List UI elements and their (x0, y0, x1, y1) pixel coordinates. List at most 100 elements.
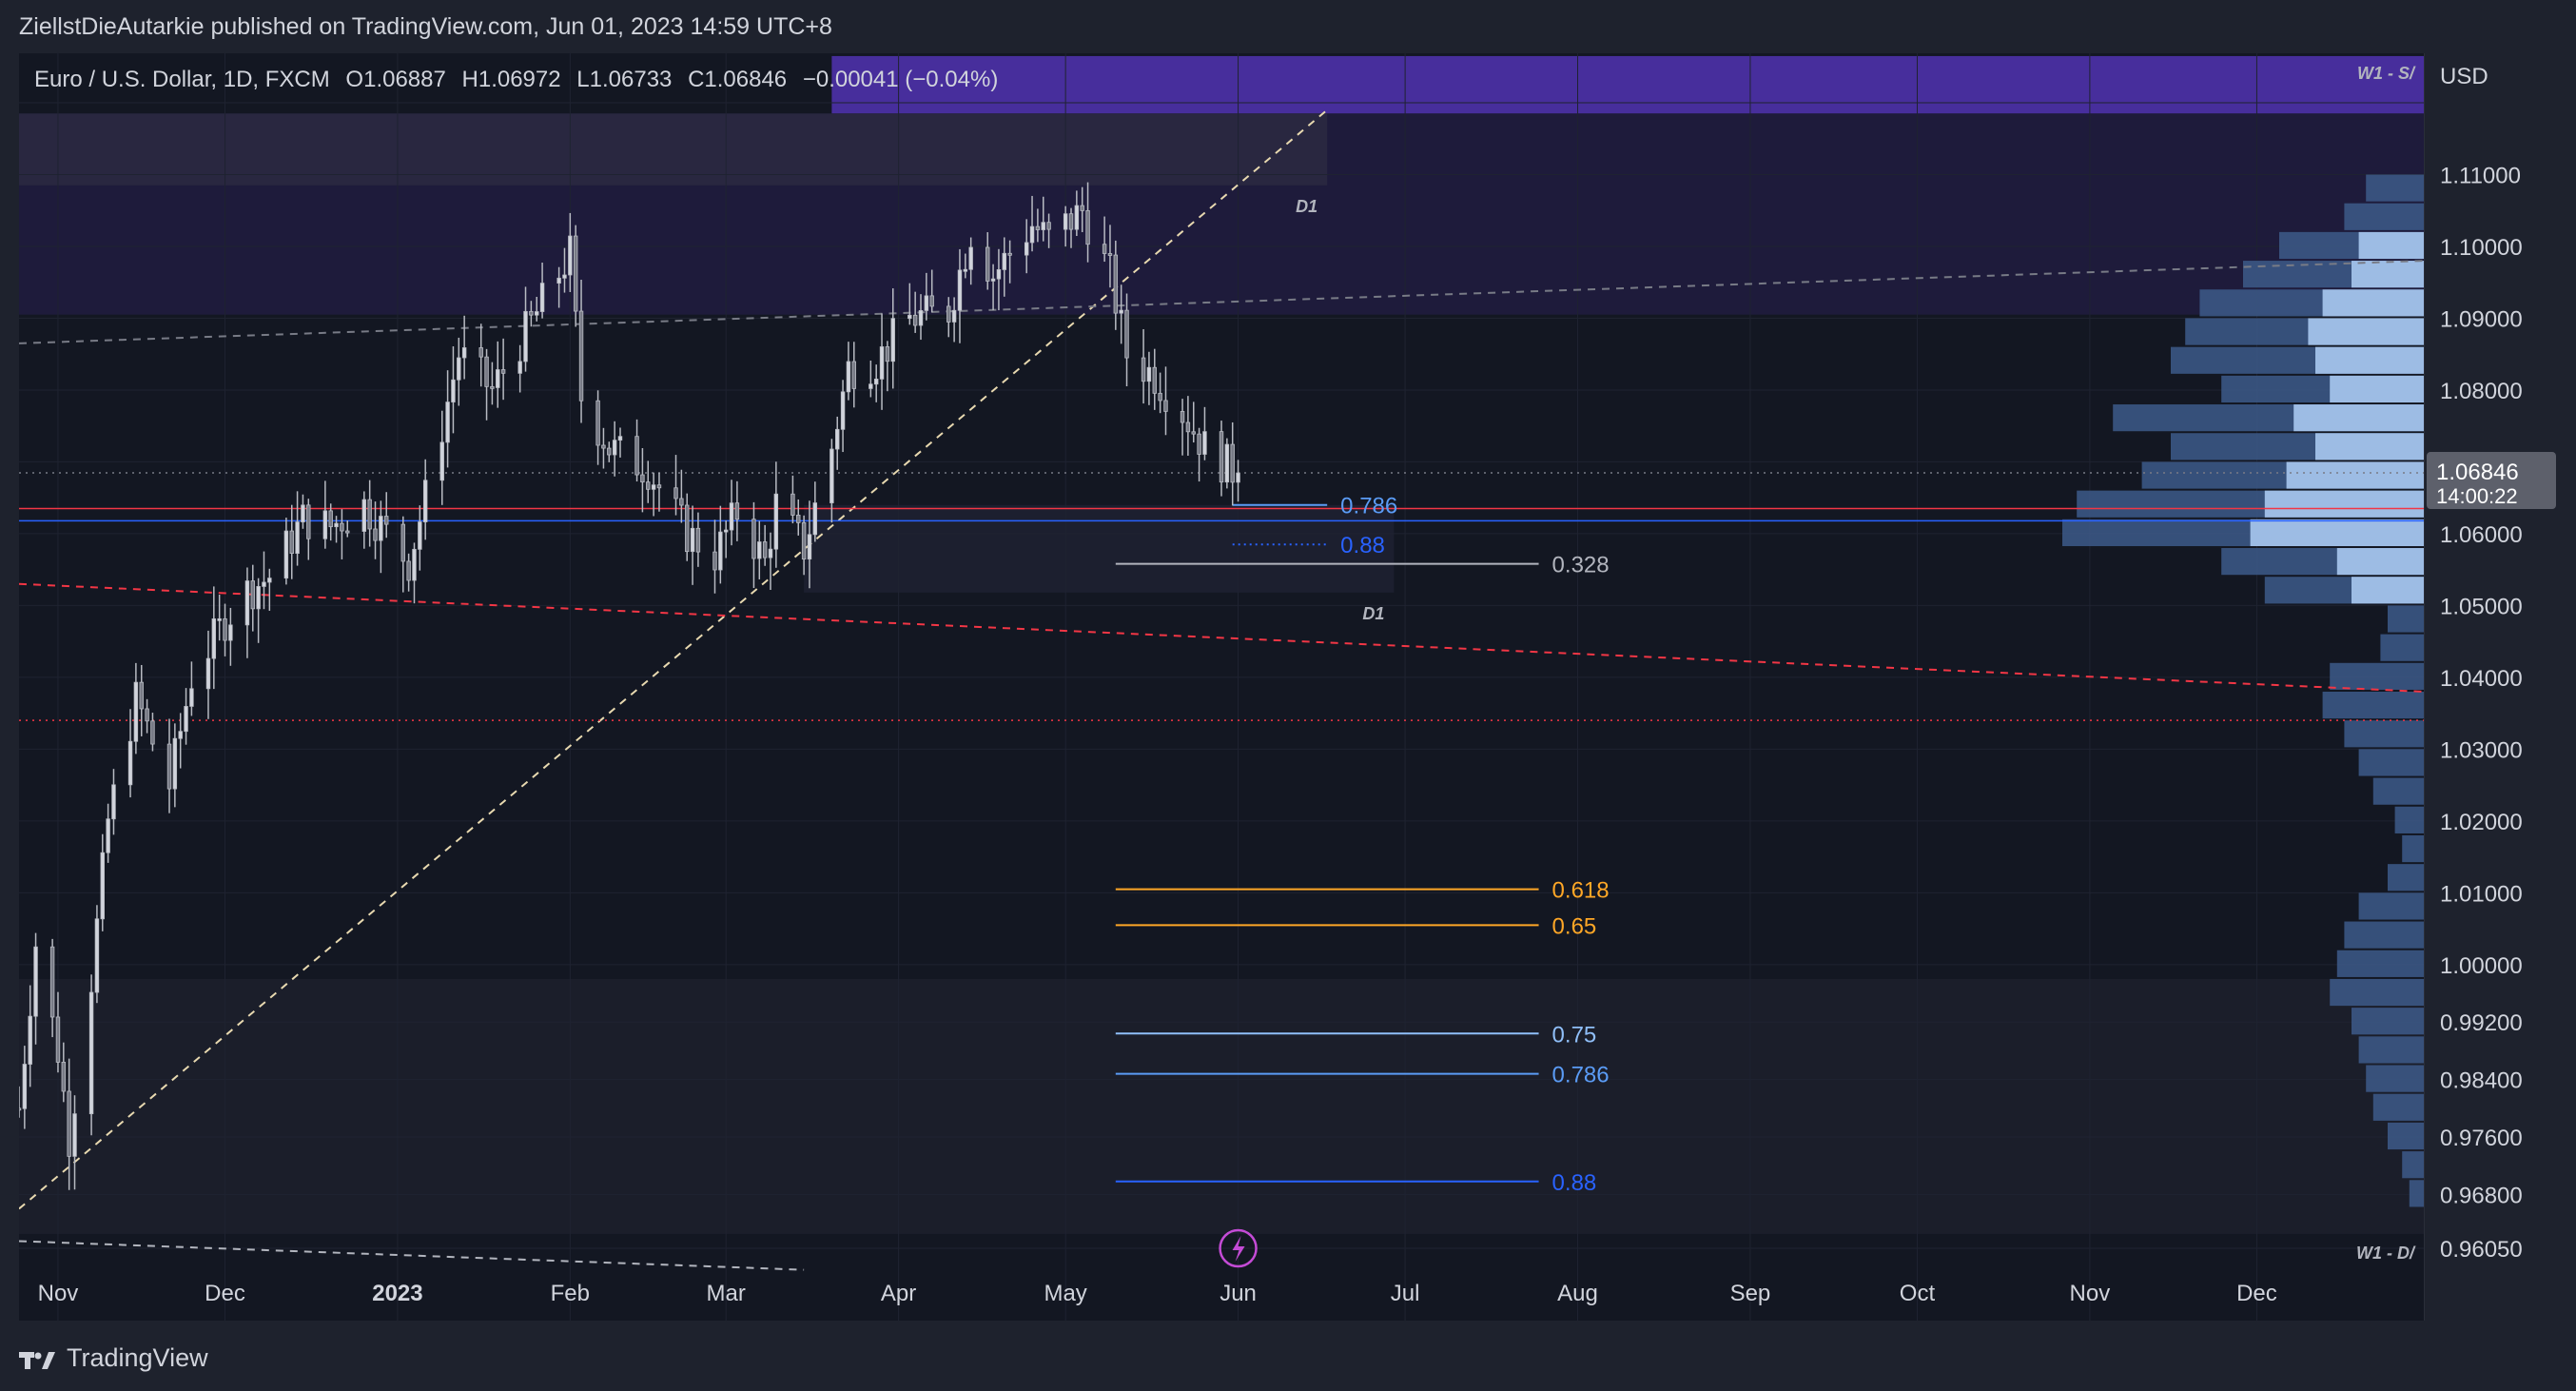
vp-va-bar-6 (2315, 346, 2424, 374)
candle-body-40 (328, 510, 333, 528)
candle-body-59 (478, 347, 483, 358)
candle-body-98 (773, 493, 779, 550)
candle-body-124 (986, 246, 990, 282)
candle-body-154 (1219, 431, 1224, 483)
candle-body-53 (422, 480, 428, 522)
candle-body-23 (189, 688, 194, 707)
candle-body-85 (679, 498, 684, 506)
candle-body-127 (1002, 252, 1006, 270)
candle-body-83 (656, 484, 662, 489)
candle-body-64 (517, 361, 522, 374)
candle-body-36 (295, 521, 300, 554)
candle-body-121 (957, 269, 963, 311)
candle-body-80 (640, 474, 645, 483)
vp-bar-31 (2366, 1065, 2424, 1092)
time-axis-canvas[interactable]: Nov Dec 2023 Feb Mar Apr May Jun Jul Aug Sep Oct Nov… (19, 1268, 2424, 1322)
candle-body-75 (601, 444, 606, 449)
last-price-tag (2427, 452, 2556, 510)
zone-label-4: W1 - D/ (2356, 1244, 2416, 1263)
candle-body-33 (267, 578, 272, 583)
candle-body-90 (718, 531, 723, 571)
candle-body-22 (184, 706, 188, 733)
fib-label-0: 0.786 (1340, 494, 1397, 519)
fib-label-2: 0.328 (1552, 553, 1610, 578)
fib-label-1: 0.88 (1340, 533, 1385, 558)
price-tick-8: 1.04000 (2440, 666, 2523, 692)
vp-bar-1 (2344, 203, 2424, 230)
zone-3 (804, 504, 1395, 593)
candle-body-51 (412, 548, 417, 581)
candle-body-86 (685, 504, 690, 553)
candle-body-63 (500, 369, 506, 374)
candle-body-46 (373, 528, 378, 541)
candle-body-71 (568, 235, 573, 276)
candle-body-120 (951, 309, 957, 323)
price-axis[interactable]: USD1.110001.100001.090001.080001.070001.… (2424, 53, 2558, 1321)
candle-body-20 (172, 737, 178, 790)
zone-0 (831, 55, 2424, 114)
zone-label-0: W1 - S/ (2357, 64, 2416, 83)
zone-label-2: D1 (1296, 197, 1317, 216)
candle-body-16 (139, 681, 144, 710)
candle-body-41 (334, 522, 339, 528)
candle-body-34 (283, 530, 289, 579)
candle-body-138 (1085, 209, 1090, 245)
candle-body-110 (873, 378, 879, 385)
candle-body-156 (1230, 443, 1235, 483)
candle-body-13 (111, 784, 116, 820)
candle-body-91 (723, 529, 729, 533)
candle-body-87 (690, 527, 695, 553)
vp-bar-24 (2388, 864, 2424, 891)
candle-body-48 (384, 516, 389, 525)
symbol-label[interactable]: Euro / U.S. Dollar, 1D, FXCM (34, 67, 330, 92)
time-tick-0: Nov (38, 1281, 79, 1306)
candle-body-29 (244, 580, 250, 626)
price-tick-6: 1.06000 (2440, 522, 2523, 548)
brand-name[interactable]: TradingView (67, 1343, 208, 1372)
vp-bar-35 (2409, 1180, 2424, 1207)
last-price-value: 1.06846 (2436, 460, 2519, 485)
candle-body-125 (990, 278, 996, 282)
candle-body-101 (801, 521, 807, 560)
open-value: O1.06887 (345, 67, 446, 92)
currency-label: USD (2440, 64, 2488, 89)
candle-body-0 (19, 1107, 22, 1111)
candle-body-35 (289, 530, 294, 554)
candle-body-57 (457, 357, 461, 381)
vp-bar-27 (2336, 950, 2424, 977)
candle-body-114 (907, 314, 912, 320)
candle-body-140 (1107, 253, 1113, 256)
time-tick-3: Feb (551, 1281, 590, 1306)
candle-body-7 (67, 1090, 71, 1157)
candle-body-17 (145, 708, 149, 722)
zone-4 (19, 978, 2424, 1234)
candle-body-5 (55, 1016, 61, 1063)
time-axis[interactable]: Nov Dec 2023 Feb Mar Apr May Jun Jul Aug Sep Oct Nov… (19, 1268, 2424, 1322)
price-tick-3: 1.09000 (2440, 306, 2523, 332)
price-tick-13: 0.99200 (2440, 1010, 2523, 1036)
candle-body-38 (306, 504, 311, 539)
candle-body-30 (250, 580, 255, 610)
vp-bar-29 (2352, 1008, 2424, 1035)
price-tick-2: 1.10000 (2440, 235, 2523, 261)
chart-canvas[interactable]: W1 - S/D1 D1 W1 - D/0.786 0.88 0.328 0.618 0.6… (19, 53, 2424, 1321)
candle-body-81 (646, 481, 651, 490)
event-lightning-icon (1219, 1228, 1258, 1268)
price-tick-12: 1.00000 (2440, 953, 2523, 979)
price-axis-canvas[interactable]: USD1.110001.100001.090001.080001.070001.… (2425, 53, 2558, 1321)
footer: TradingView (19, 1343, 208, 1373)
trend-line-3 (19, 1240, 805, 1271)
chart-area[interactable]: W1 - S/D1 D1 W1 - D/0.786 0.88 0.328 0.618 0.6… (19, 53, 2424, 1321)
time-tick-2: 2023 (372, 1281, 422, 1306)
candle-body-128 (1007, 252, 1012, 256)
vp-bar-19 (2344, 720, 2424, 748)
candle-body-49 (400, 523, 405, 562)
vp-bar-26 (2344, 921, 2424, 949)
candle-body-141 (1113, 254, 1119, 314)
candle-body-149 (1180, 411, 1185, 423)
candle-body-79 (634, 436, 639, 476)
candle-body-18 (150, 720, 155, 745)
candle-body-78 (617, 436, 623, 441)
candle-body-150 (1185, 421, 1191, 433)
vp-va-bar-5 (2308, 318, 2424, 345)
